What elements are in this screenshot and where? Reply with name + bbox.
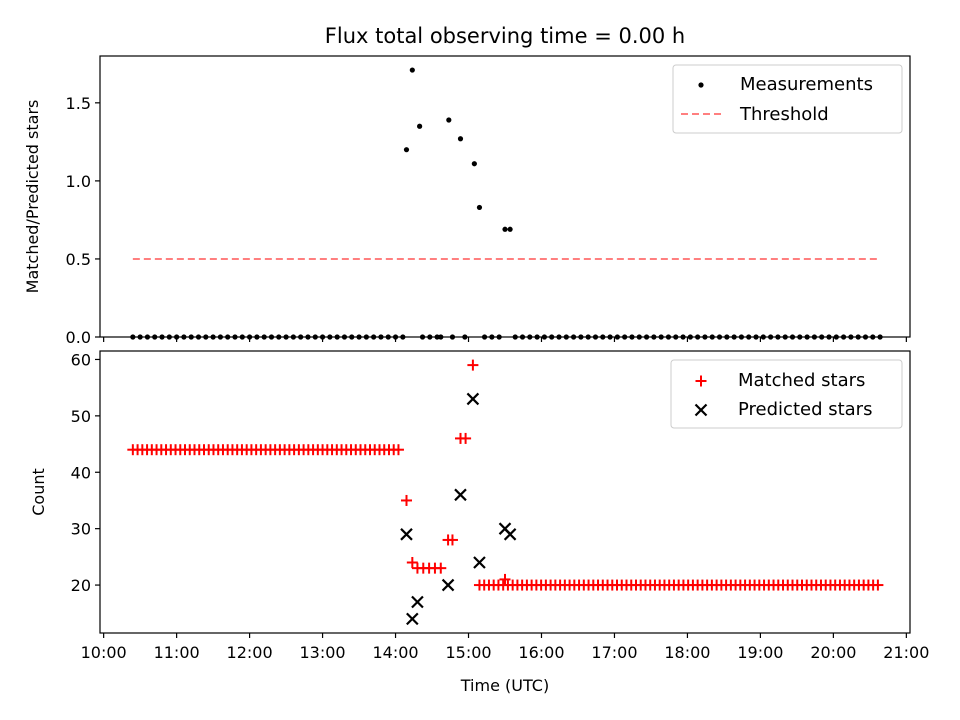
matched-star-point <box>435 562 447 574</box>
bottom-xtick-label: 18:00 <box>664 643 710 662</box>
predicted-star-point <box>473 556 486 569</box>
x-b <box>694 403 708 417</box>
measurement-point <box>457 136 464 142</box>
top-ytick-label: 1.5 <box>66 94 91 113</box>
top-ylabel: Matched/Predicted stars <box>23 100 42 294</box>
x-b <box>400 528 413 541</box>
top-panel: 0.0 0.5 1.0 1.5 Matched/Predicted stars Measu… <box>23 55 911 347</box>
x-b <box>411 595 424 609</box>
bottom-xtick-label: 17:00 <box>591 643 637 662</box>
x-b <box>454 488 467 502</box>
top-ytick-label: 1.0 <box>66 172 91 191</box>
top-axes-frame <box>99 55 911 338</box>
measurement-point <box>471 161 477 167</box>
bottom-ytick-label: 40 <box>71 463 91 482</box>
measurement-point <box>409 67 415 73</box>
matched-star-point <box>446 534 458 546</box>
legend-threshold-label: Threshold <box>739 104 829 125</box>
matched-star-point <box>400 494 412 506</box>
predicted-star-point <box>400 528 413 541</box>
bottom-legend: Matched stars Predicted stars <box>670 359 903 429</box>
matched-star-point <box>392 444 404 456</box>
legend-matched-label: Matched stars <box>738 370 865 391</box>
bottom-xtick-label: 14:00 <box>372 643 418 662</box>
top-legend: Measurements Threshold <box>672 64 903 134</box>
legend-predicted-marker <box>694 403 708 417</box>
legend-predicted-label: Predicted stars <box>738 399 872 420</box>
bottom-axes-frame <box>99 350 911 634</box>
bottom-xtick-label: 16:00 <box>518 643 564 662</box>
bottom-xtick-label: 20:00 <box>810 643 856 662</box>
bottom-xtick-label: 10:00 <box>81 643 127 662</box>
measurement-point <box>476 204 483 211</box>
top-legend-box <box>672 64 903 134</box>
top-ytick-label: 0.5 <box>66 250 91 269</box>
bottom-panel: 20 30 40 50 60 10:00 11:00 12:00 13:00 14:00 15:00… <box>29 350 929 695</box>
matched-star-point <box>406 557 418 568</box>
predicted-star-point <box>503 528 517 541</box>
bottom-xtick-label: 19:00 <box>737 643 783 662</box>
bottom-legend-box <box>670 359 903 429</box>
matched-star-point <box>499 573 511 585</box>
x-b <box>473 556 486 569</box>
measurement-point <box>446 117 452 123</box>
top-ytick-label: 0.0 <box>66 328 91 347</box>
legend-measurements-marker <box>698 82 704 88</box>
predicted-star-point <box>454 488 467 502</box>
matched-star-point <box>872 579 884 591</box>
predicted-star-point <box>466 392 480 406</box>
predicted-star-point <box>441 578 455 592</box>
bottom-xtick-label: 11:00 <box>154 643 200 662</box>
measurement-point <box>502 226 508 232</box>
predicted-star-point <box>406 612 419 626</box>
x-b <box>503 528 517 541</box>
bottom-xtick-label: 21:00 <box>883 643 929 662</box>
legend-measurements-label: Measurements <box>740 74 873 95</box>
predicted-star-point <box>411 595 424 609</box>
matched-stars-points <box>127 359 884 591</box>
bottom-ylabel: Count <box>29 468 48 516</box>
bottom-ytick-label: 30 <box>71 520 91 539</box>
x-b <box>466 392 480 406</box>
predicted-stars-points <box>400 392 517 626</box>
bottom-xtick-label: 15:00 <box>445 643 491 662</box>
matched-star-point <box>460 432 472 444</box>
bottom-ytick-label: 50 <box>71 407 91 426</box>
figure-title: Flux total observing time = 0.00 h <box>325 24 685 48</box>
x-b <box>406 612 419 626</box>
measurement-point <box>417 123 423 129</box>
bottom-xlabel: Time (UTC) <box>460 676 549 695</box>
legend-matched-marker <box>695 375 707 387</box>
bottom-ytick-label: 60 <box>71 350 91 369</box>
bottom-ytick-label: 20 <box>71 576 91 595</box>
matched-star-point <box>467 359 479 371</box>
bottom-xtick-label: 12:00 <box>227 643 273 662</box>
measurement-point <box>507 226 513 232</box>
bottom-xtick-label: 13:00 <box>300 643 346 662</box>
measurement-point <box>403 147 410 153</box>
x-b <box>441 578 455 592</box>
